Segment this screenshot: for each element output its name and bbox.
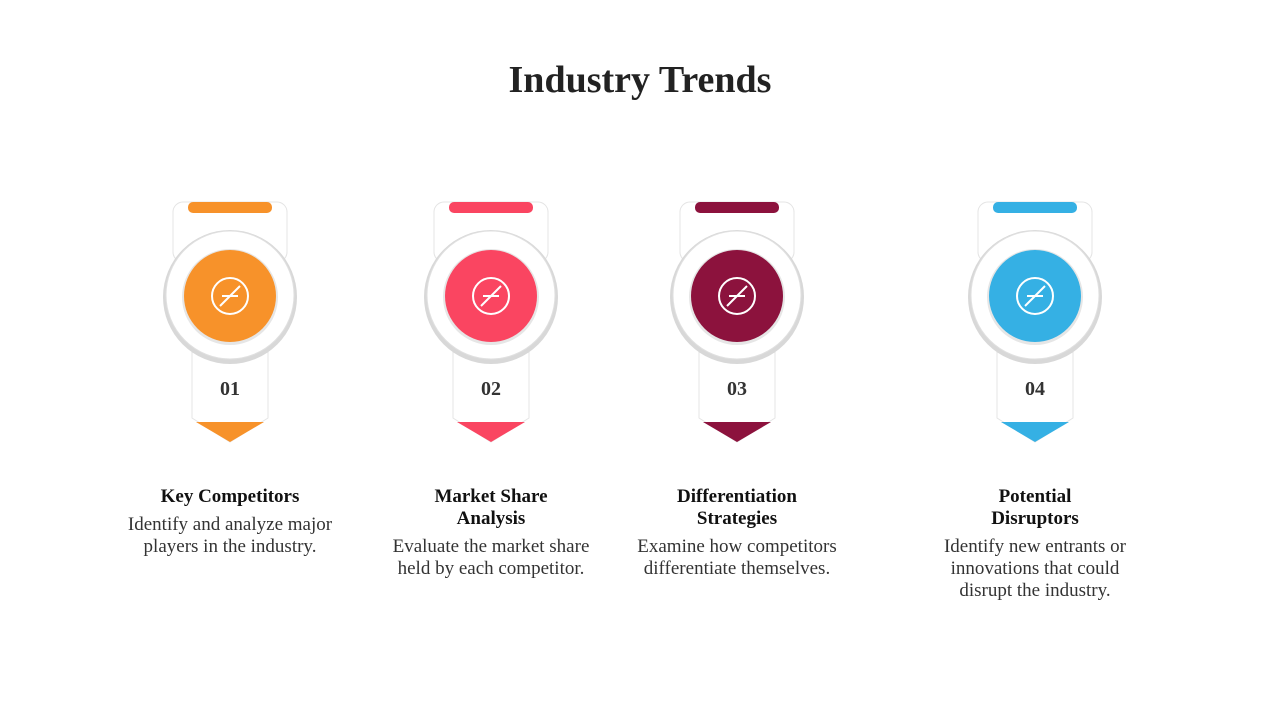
- item-heading: Key Competitors: [160, 486, 300, 507]
- item-number: 04: [1025, 378, 1045, 400]
- trend-item: 03 Differentiation Strategies Examine ho…: [617, 200, 857, 580]
- title: Industry Trends: [508, 59, 772, 101]
- item-text: Identify new entrants or innovations tha…: [943, 536, 1127, 601]
- badge: [163, 201, 297, 443]
- item-number: 01: [220, 378, 240, 400]
- item-heading: Differentiation Strategies: [677, 486, 797, 529]
- badge: [424, 201, 558, 443]
- item-heading: Market Share Analysis: [434, 486, 548, 529]
- item-number: 02: [481, 378, 501, 400]
- item-text: Identify and analyze major players in th…: [127, 514, 333, 557]
- item-text: Evaluate the market share held by each c…: [392, 536, 590, 579]
- item-number: 03: [727, 378, 747, 400]
- trend-item: 02 Market Share Analysis Evaluate the ma…: [371, 200, 611, 580]
- trend-item: 01 Key Competitors Identify and analyze …: [110, 200, 350, 558]
- item-heading: Potential Disruptors: [991, 486, 1079, 529]
- item-text: Examine how competitors differentiate th…: [637, 536, 837, 579]
- badge: [968, 201, 1102, 443]
- trend-item: 04 Potential Disruptors Identify new ent…: [915, 200, 1155, 602]
- badge: [670, 201, 804, 443]
